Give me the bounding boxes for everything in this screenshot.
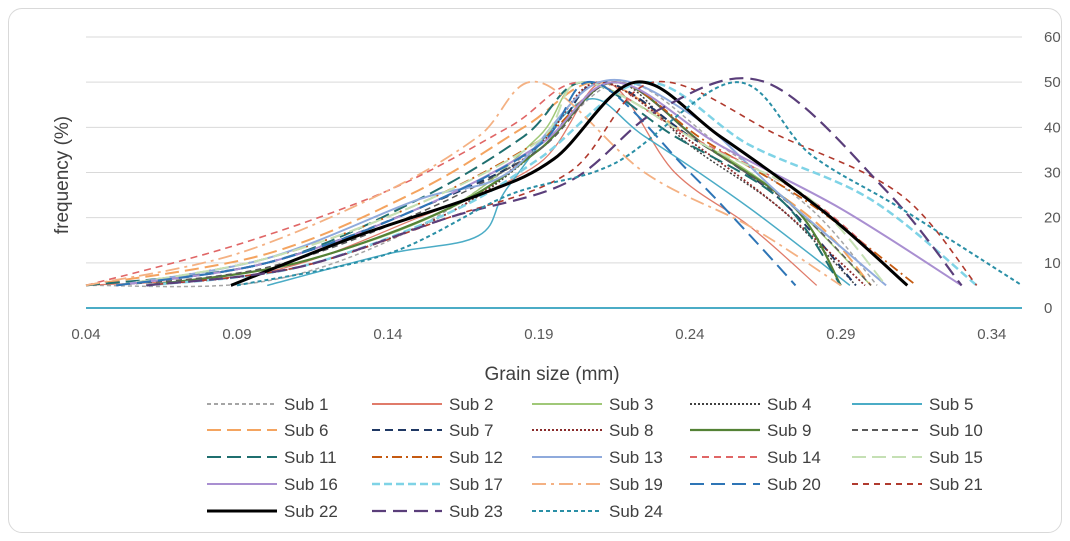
legend-label: Sub 21 [929, 475, 983, 494]
series-line-sub-12 [116, 81, 917, 287]
x-tick-label: 0.24 [675, 326, 704, 343]
legend-label: Sub 13 [609, 448, 663, 467]
legend-label: Sub 5 [929, 395, 973, 414]
legend-label: Sub 19 [609, 475, 663, 494]
legend-label: Sub 7 [449, 421, 493, 440]
series-line-sub-1 [85, 81, 878, 288]
legend-label: Sub 14 [767, 448, 821, 467]
y-tick-label: 40 [1044, 119, 1061, 136]
legend-label: Sub 11 [284, 448, 337, 467]
legend-label: Sub 2 [449, 395, 493, 414]
y-axis-title: frequency (%) [52, 116, 73, 234]
legend-label: Sub 1 [284, 395, 328, 414]
legend-label: Sub 3 [609, 395, 653, 414]
legend-label: Sub 12 [449, 448, 503, 467]
series-lines [85, 77, 1023, 288]
y-tick-label: 50 [1044, 74, 1061, 91]
y-tick-label: 10 [1044, 255, 1061, 272]
series-line-sub-21 [146, 80, 978, 287]
series-line-sub-19 [85, 80, 842, 287]
legend-label: Sub 16 [284, 475, 338, 494]
legend-label: Sub 24 [609, 502, 663, 521]
legend-label: Sub 8 [609, 421, 653, 440]
series-line-sub-20 [116, 81, 797, 287]
legend-label: Sub 22 [284, 502, 338, 521]
series-line-sub-23 [146, 77, 963, 287]
legend-label: Sub 10 [929, 421, 983, 440]
series-line-sub-24 [236, 81, 1023, 287]
x-tick-labels: 0.04 0.09 0.14 0.19 0.24 0.29 0.34 [71, 326, 1006, 343]
x-tick-label: 0.09 [222, 326, 251, 343]
x-axis-title: Grain size (mm) [484, 364, 619, 385]
y-tick-label: 0 [1044, 300, 1052, 317]
x-tick-label: 0.34 [977, 326, 1006, 343]
series-line-sub-2 [85, 81, 818, 287]
legend-label: Sub 20 [767, 475, 821, 494]
x-tick-label: 0.19 [524, 326, 553, 343]
series-line-sub-16 [116, 81, 963, 287]
x-tick-label: 0.04 [71, 326, 100, 343]
y-tick-label: 30 [1044, 165, 1061, 182]
y-tick-labels: 0 10 20 30 40 50 60 [1044, 29, 1061, 317]
chart-frame [8, 8, 1062, 533]
legend-label: Sub 6 [284, 421, 328, 440]
series-line-sub-22 [230, 80, 909, 287]
y-tick-label: 60 [1044, 29, 1061, 46]
y-tick-label: 20 [1044, 210, 1061, 227]
x-tick-label: 0.14 [373, 326, 402, 343]
legend-label: Sub 15 [929, 448, 983, 467]
legend-label: Sub 17 [449, 475, 503, 494]
series-line-sub-10 [116, 81, 872, 287]
series-line-sub-9 [146, 81, 842, 287]
x-tick-label: 0.29 [826, 326, 855, 343]
legend-label: Sub 23 [449, 502, 503, 521]
legend-label: Sub 4 [767, 395, 811, 414]
legend-label: Sub 9 [767, 421, 811, 440]
legend: Sub 1 Sub 2 Sub 3 Sub 4 Sub 5 Sub 6 Sub 7 Sub 8… [207, 395, 983, 521]
